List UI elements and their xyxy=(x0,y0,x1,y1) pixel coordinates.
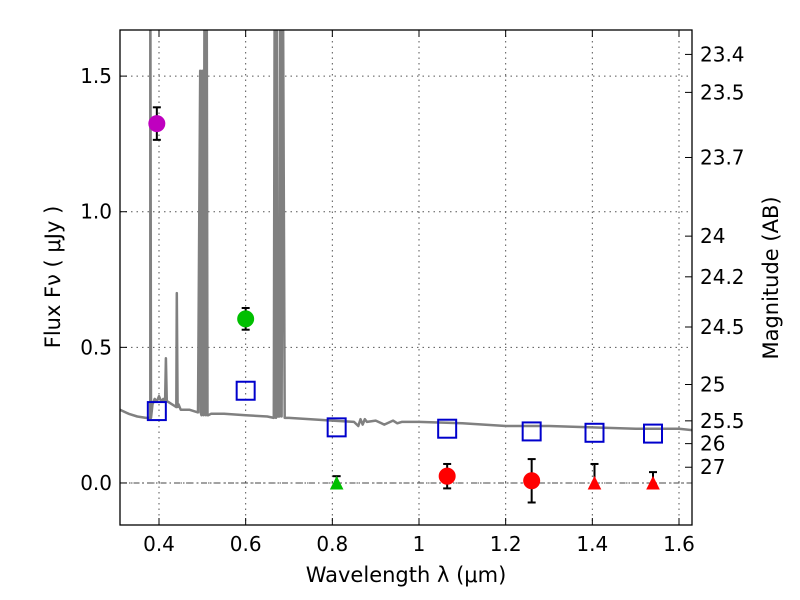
model-square xyxy=(326,417,347,438)
right-tick-label: 23.5 xyxy=(700,80,745,104)
right-axis-label: Magnitude (AB) xyxy=(759,196,783,359)
grid xyxy=(120,30,692,525)
x-tick-label: 0.4 xyxy=(143,532,175,556)
detection-point xyxy=(523,472,541,490)
y-axis-label: Flux Fν ( μJy ) xyxy=(41,206,65,349)
right-tick-label: 25.5 xyxy=(700,409,745,433)
x-tick-label: 1 xyxy=(413,532,426,556)
ticks: 0.4 0.6 0.8 1 1.2 1.4 1.6 0.0 0.5 1.0 1.5 23.4 23.5 2… xyxy=(80,30,745,556)
x-axis-label: Wavelength λ (μm) xyxy=(306,563,507,587)
detection-point xyxy=(148,115,166,133)
right-tick-label: 23.4 xyxy=(700,42,745,66)
x-tick-label: 1.6 xyxy=(663,532,695,556)
y-tick-label: 1.0 xyxy=(80,200,112,224)
limit-triangle xyxy=(329,475,344,490)
right-tick-label: 26 xyxy=(700,432,725,456)
spectrum-layer xyxy=(120,30,692,432)
model-square xyxy=(643,423,663,444)
detection-point xyxy=(237,310,255,328)
y-tick-label: 1.5 xyxy=(80,64,112,88)
limit-triangle xyxy=(646,475,660,490)
x-tick-label: 0.8 xyxy=(316,532,348,556)
x-tick-label: 1.4 xyxy=(576,532,608,556)
model-square xyxy=(146,401,167,422)
right-tick-label: 23.7 xyxy=(700,145,745,169)
right-tick-label: 25 xyxy=(700,373,725,397)
model-square xyxy=(521,421,542,442)
x-tick-label: 1.2 xyxy=(490,532,522,556)
model-square xyxy=(584,422,605,443)
right-tick-label: 27 xyxy=(700,455,725,479)
model-square xyxy=(437,418,458,439)
limit-triangle xyxy=(587,475,602,490)
x-tick-label: 0.6 xyxy=(230,532,262,556)
right-tick-label: 24 xyxy=(700,224,725,248)
right-tick-label: 24.2 xyxy=(700,265,745,289)
y-tick-label: 0.0 xyxy=(80,471,112,495)
spectrum-line xyxy=(120,30,692,432)
detection-point xyxy=(438,467,456,485)
model-square xyxy=(235,380,256,401)
marker-layer xyxy=(146,106,663,504)
y-tick-label: 0.5 xyxy=(80,335,112,359)
plot-frame xyxy=(119,29,693,526)
right-tick-label: 24.5 xyxy=(700,315,745,339)
